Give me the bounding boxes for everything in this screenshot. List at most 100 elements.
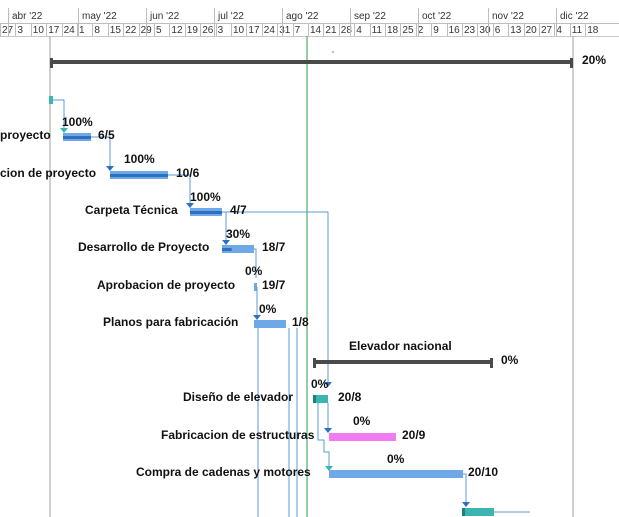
task-label-aprobacion-de-proyecto[interactable]: Aprobacion de proyecto xyxy=(97,278,236,292)
day-divider xyxy=(215,24,217,36)
timeline-header: abr '22 may '22 jun '22 jul '22 ago '22 sep '… xyxy=(0,0,619,37)
task-label-fabricacion-de-estructuras[interactable]: Fabricacion de estructuras xyxy=(161,428,315,442)
connector-desarrollo-to-aprobacion xyxy=(254,248,257,278)
day-label: 18 xyxy=(387,25,399,36)
day-divider xyxy=(154,24,155,36)
connector-arrow-carpeta xyxy=(186,203,194,208)
month-label: dic '22 xyxy=(560,11,589,22)
day-label: 13 xyxy=(510,25,522,36)
connector-initial-to-proyecto xyxy=(53,99,65,128)
marker-dot xyxy=(332,51,334,53)
task-bar-planos-para-fabricacion[interactable] xyxy=(254,320,286,328)
task-end-cion-de-proyecto: 10/6 xyxy=(176,166,200,180)
connector-arrow-fabricacion xyxy=(324,428,332,433)
project-summary-pct: 20% xyxy=(582,53,607,67)
day-label: 19 xyxy=(186,25,198,36)
day-divider xyxy=(0,24,1,36)
day-divider xyxy=(200,24,202,36)
month-label: nov '22 xyxy=(492,11,524,22)
day-label: 22 xyxy=(125,25,137,36)
month-label: sep '22 xyxy=(354,11,386,22)
task-bar-next[interactable] xyxy=(462,508,494,516)
day-label: 3 xyxy=(17,25,23,36)
connector-carpeta-to-diseno xyxy=(222,211,329,382)
connector-arrow-diseno xyxy=(324,382,332,387)
day-divider xyxy=(123,24,125,36)
day-divider xyxy=(523,24,525,36)
task-bar-next-cap xyxy=(462,508,465,516)
task-label-planos-para-fabricacion[interactable]: Planos para fabricación xyxy=(103,315,239,329)
task-bar-carpeta-tecnica-progress xyxy=(190,211,222,214)
task-bar-diseno-de-elevador[interactable] xyxy=(313,395,328,403)
task-bar-compra-de-cadenas-y-motores[interactable] xyxy=(329,470,463,478)
task-label-carpeta-tecnica[interactable]: Carpeta Técnica xyxy=(85,203,178,217)
month-divider xyxy=(214,8,215,36)
day-label: 4 xyxy=(356,25,362,36)
project-summary-bar[interactable] xyxy=(50,60,573,64)
group-summary-bar[interactable] xyxy=(313,360,493,364)
task-pct-cion-de-proyecto: 100% xyxy=(124,152,155,166)
day-divider xyxy=(308,24,309,36)
month-label: ago '22 xyxy=(286,11,319,22)
day-label: 24 xyxy=(63,25,75,36)
day-label: 2 xyxy=(417,25,424,36)
day-divider xyxy=(292,24,294,36)
day-label: 25 xyxy=(402,25,414,36)
task-bar-initial[interactable] xyxy=(49,96,53,104)
task-end-proyecto: 6/5 xyxy=(98,128,115,142)
month-label: jun '22 xyxy=(150,11,180,22)
task-bar-aprobacion-de-proyecto[interactable] xyxy=(254,283,257,291)
day-label: 15 xyxy=(109,25,121,36)
group-pct-elevador-nacional: 0% xyxy=(501,353,519,367)
connector-proyecto-to-cion xyxy=(91,136,111,166)
gantt-svg xyxy=(49,36,574,517)
day-divider xyxy=(77,24,78,36)
task-end-carpeta-tecnica: 4/7 xyxy=(230,203,247,217)
day-label: 12 xyxy=(171,25,183,36)
task-bar-fabricacion-de-estructuras[interactable] xyxy=(329,433,396,441)
project-summary-end-cap xyxy=(570,58,573,68)
task-label-cion-de-proyecto[interactable]: cion de proyecto xyxy=(0,166,97,180)
month-label: jul '22 xyxy=(218,11,244,22)
day-divider xyxy=(15,24,17,36)
day-divider xyxy=(400,24,402,36)
group-label-elevador-nacional[interactable]: Elevador nacional xyxy=(349,339,452,353)
task-label-desarrollo-de-proyecto[interactable]: Desarrollo de Proyecto xyxy=(78,240,210,254)
day-label: 3 xyxy=(217,25,224,36)
day-divider xyxy=(415,24,417,36)
day-label: 4 xyxy=(556,25,562,36)
day-divider xyxy=(446,24,448,36)
day-divider xyxy=(338,24,340,36)
day-divider xyxy=(431,24,433,36)
task-label-diseno-de-elevador[interactable]: Diseño de elevador xyxy=(183,390,294,404)
connector-arrow-cion xyxy=(106,166,114,171)
connector-diseno-to-compra xyxy=(317,403,330,466)
month-label: abr '22 xyxy=(12,11,43,22)
day-label: 6 xyxy=(494,25,501,36)
month-label: oct '22 xyxy=(422,11,452,22)
connector-arrow-desarrollo xyxy=(222,240,230,245)
day-label: 28 xyxy=(340,25,352,36)
day-label: 20 xyxy=(525,25,537,36)
header-row-divider xyxy=(0,23,619,24)
task-end-desarrollo-de-proyecto: 18/7 xyxy=(262,240,286,254)
day-label: 10 xyxy=(233,25,245,36)
task-pct-carpeta-tecnica: 100% xyxy=(190,190,221,204)
day-divider xyxy=(246,24,248,36)
task-end-fabricacion-de-estructuras: 20/9 xyxy=(402,428,426,442)
task-pct-proyecto: 100% xyxy=(62,115,93,129)
day-label: 23 xyxy=(464,25,476,36)
day-divider xyxy=(184,24,186,36)
day-label: 21 xyxy=(325,25,337,36)
day-divider xyxy=(385,24,386,36)
chart-body: 20% proyecto 100% 6/5 cion de proyecto 1… xyxy=(0,36,619,517)
connector-arrow-proyecto xyxy=(60,128,68,133)
connector-cion-to-carpeta xyxy=(168,174,191,203)
task-label-compra-de-cadenas-y-motores[interactable]: Compra de cadenas y motores xyxy=(136,465,311,479)
day-label: 10 xyxy=(32,25,44,36)
task-end-diseno-de-elevador: 20/8 xyxy=(338,390,362,404)
task-label-proyecto[interactable]: proyecto xyxy=(0,128,51,142)
day-divider xyxy=(585,24,587,36)
task-bar-desarrollo-de-proyecto[interactable] xyxy=(222,245,254,253)
day-divider xyxy=(61,24,63,36)
